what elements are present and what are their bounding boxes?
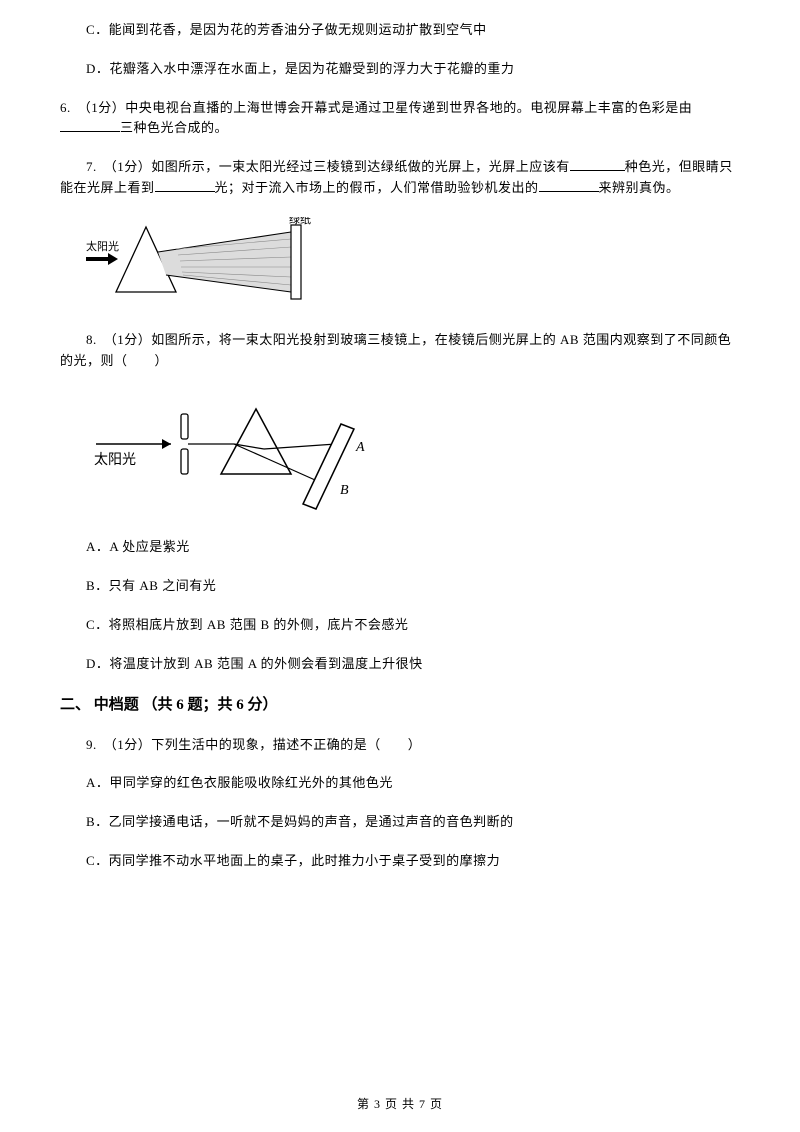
fig8-label-b: B [340,483,349,498]
q8-option-d: D．将温度计放到 AB 范围 A 的外侧会看到温度上升很快 [60,654,740,675]
q7-text-d: 来辨别真伪。 [599,180,680,195]
page-footer: 第 3 页 共 7 页 [0,1095,800,1114]
blank-input[interactable] [539,179,599,192]
fig7-label-screen: 绿纸 [289,217,311,226]
section-2-title: 二、 中档题 （共 6 题；共 6 分） [60,693,740,717]
fig7-label-sun: 太阳光 [86,239,119,253]
blank-input[interactable] [155,179,215,192]
q6-text-a: 6. （1分）中央电视台直播的上海世博会开幕式是通过卫星传递到世界各地的。电视屏… [60,100,692,115]
q7-text-c: 光；对于流入市场上的假币，人们常借助验钞机发出的 [215,180,539,195]
q9-option-c: C．丙同学推不动水平地面上的桌子，此时推力小于桌子受到的摩擦力 [60,851,740,872]
question-6: 6. （1分）中央电视台直播的上海世博会开幕式是通过卫星传递到世界各地的。电视屏… [60,98,740,140]
q8-option-a: A．A 处应是紫光 [60,537,740,558]
q7-text-a: 7. （1分）如图所示，一束太阳光经过三棱镜到达绿纸做的光屏上，光屏上应该有 [86,159,570,174]
q9-option-a: A．甲同学穿的红色衣服能吸收除红光外的其他色光 [60,773,740,794]
question-8: 8. （1分）如图所示，将一束太阳光投射到玻璃三棱镜上，在棱镜后侧光屏上的 AB… [60,330,740,372]
q9-option-b: B．乙同学接通电话，一听就不是妈妈的声音，是通过声音的音色判断的 [60,812,740,833]
question-7: 7. （1分）如图所示，一束太阳光经过三棱镜到达绿纸做的光屏上，光屏上应该有种色… [60,157,740,199]
figure-7-prism: 太阳光 绿纸 [86,217,740,312]
blank-input[interactable] [570,158,625,171]
fig8-label-sun: 太阳光 [94,452,136,468]
blank-input[interactable] [60,119,120,132]
question-9: 9. （1分）下列生活中的现象，描述不正确的是（ ） [60,735,740,756]
fig8-label-a: A [355,440,365,455]
option-c: C．能闻到花香，是因为花的芳香油分子做无规则运动扩散到空气中 [60,20,740,41]
q8-option-b: B．只有 AB 之间有光 [60,576,740,597]
q8-option-c: C．将照相底片放到 AB 范围 B 的外侧，底片不会感光 [60,615,740,636]
option-d: D．花瓣落入水中漂浮在水面上，是因为花瓣受到的浮力大于花瓣的重力 [60,59,740,80]
q6-text-b: 三种色光合成的。 [120,120,228,135]
figure-8-prism: 太阳光 A B [86,389,740,519]
